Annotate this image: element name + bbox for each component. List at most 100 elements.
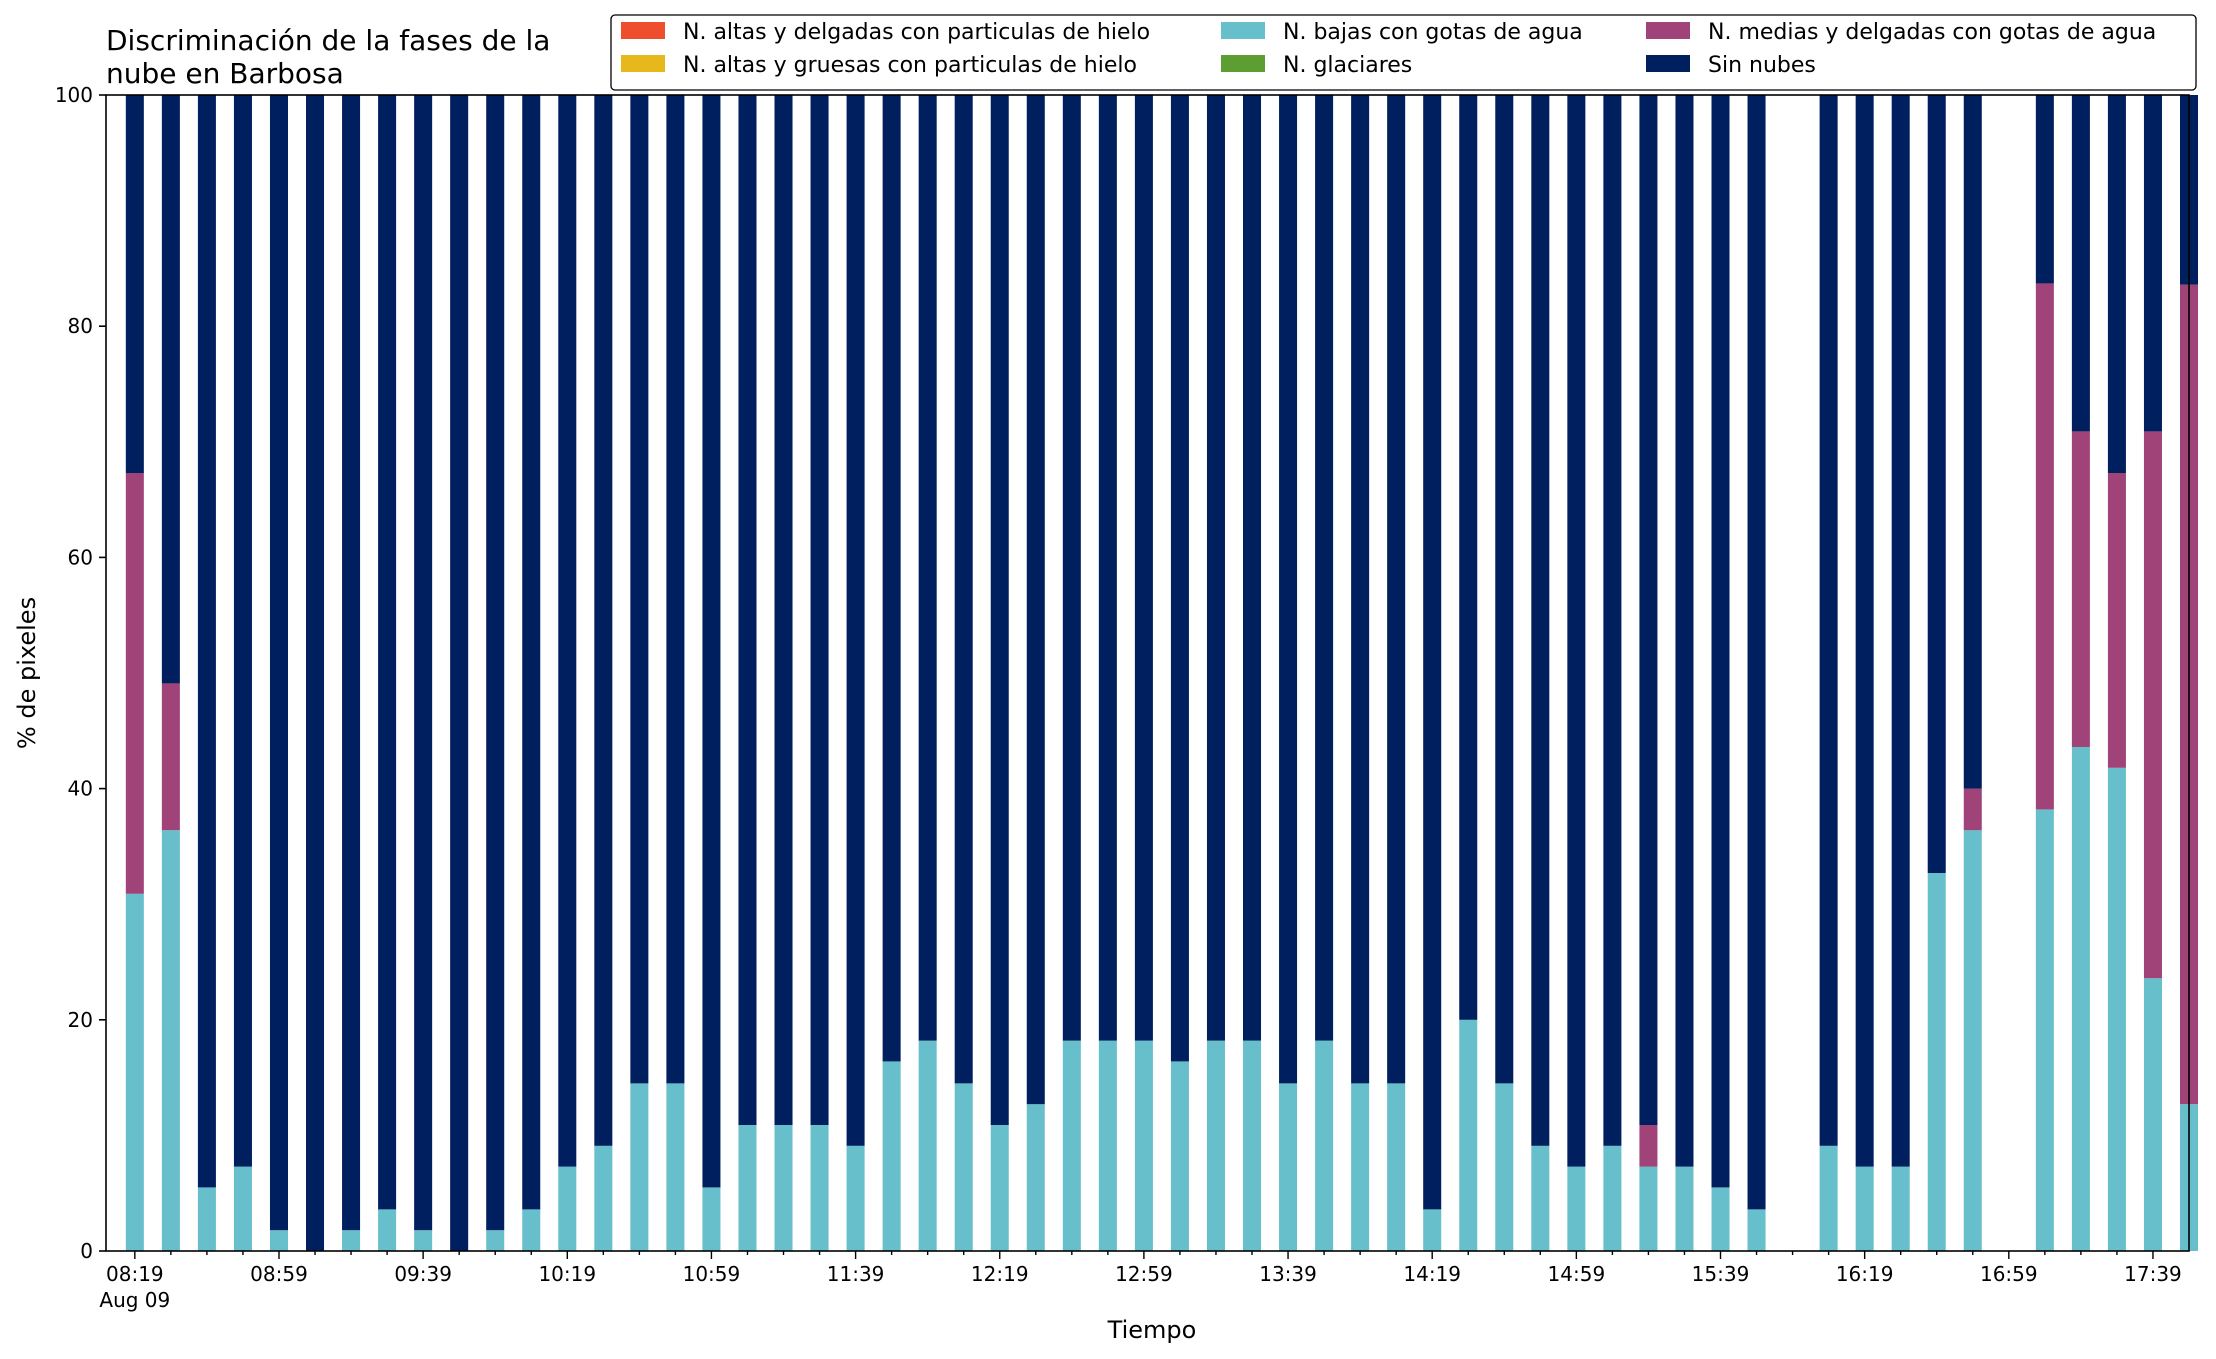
legend-label: N. altas y gruesas con particulas de hie… [683, 53, 1137, 78]
bar-segment [486, 95, 505, 1231]
bar-segment [558, 95, 577, 1167]
bar-segment [810, 1125, 829, 1251]
bar-segment [1243, 95, 1262, 1041]
bar-segment [1495, 95, 1514, 1084]
bar-segment [2071, 95, 2090, 432]
y-tick-label: 80 [68, 314, 93, 338]
bar-segment [1098, 1040, 1117, 1251]
bar-segment [1170, 1061, 1189, 1251]
y-axis: 0 20 40 60 80 100 [55, 83, 106, 1263]
x-tick-label: 08:59 [250, 1262, 308, 1286]
bar-segment [450, 95, 469, 1251]
bar-segment [233, 95, 252, 1167]
bar-segment [594, 1145, 613, 1251]
legend-swatch [621, 55, 665, 72]
bars [125, 95, 2199, 1251]
bar-segment [1206, 95, 1225, 1041]
bar-segment [1170, 95, 1189, 1062]
bar-segment [1459, 95, 1478, 1020]
bar-segment [1819, 1145, 1838, 1251]
bar-segment [2107, 95, 2126, 474]
bar-segment [342, 95, 361, 1231]
bar-segment [990, 95, 1009, 1125]
bar-segment [630, 1083, 649, 1251]
x-axis-label: Tiempo [1107, 1316, 1197, 1344]
bar-segment [1747, 95, 1766, 1210]
bar-segment [1531, 95, 1550, 1146]
legend-swatch [621, 22, 665, 39]
bar-segment [1062, 1040, 1081, 1251]
bar-segment [2107, 473, 2126, 768]
bar-segment [1062, 95, 1081, 1041]
bar-segment [1819, 95, 1838, 1146]
legend-label: N. glaciares [1283, 53, 1412, 78]
bar-segment [774, 1125, 793, 1251]
bar-segment [702, 95, 721, 1188]
bar-segment [1206, 1040, 1225, 1251]
bar-segment [954, 1083, 973, 1251]
bar-segment [1675, 95, 1694, 1167]
bar-segment [882, 95, 901, 1062]
y-tick-label: 100 [55, 83, 93, 107]
bar-segment [738, 95, 757, 1125]
bar-segment [1855, 1166, 1874, 1251]
bar-segment [1279, 1083, 1298, 1251]
x-tick-label: 10:19 [538, 1262, 596, 1286]
chart-title-line-1: Discriminación de la fases de la [106, 24, 550, 57]
bar-segment [1098, 95, 1117, 1041]
x-tick-label: 14:19 [1403, 1262, 1461, 1286]
bar-segment [197, 95, 216, 1188]
x-tick-label: 16:59 [1980, 1262, 2038, 1286]
bar-segment [269, 95, 288, 1231]
bar-segment [954, 95, 973, 1084]
bar-segment [1963, 788, 1982, 831]
legend-label: N. altas y delgadas con particulas de hi… [683, 20, 1150, 45]
y-tick-label: 0 [80, 1239, 93, 1263]
bar-segment [1315, 95, 1334, 1041]
x-tick-label: 12:19 [971, 1262, 1029, 1286]
bar-segment [1891, 95, 1910, 1167]
bar-segment [1459, 1019, 1478, 1251]
bar-segment [2035, 809, 2054, 1251]
bar-segment [2035, 95, 2054, 284]
bar-segment [918, 1040, 937, 1251]
y-axis-label: % de pixeles [13, 597, 41, 749]
x-tick-label: 14:59 [1548, 1262, 1606, 1286]
bar-segment [125, 473, 144, 894]
x-tick-label: 09:39 [394, 1262, 452, 1286]
bar-segment [594, 95, 613, 1146]
bar-segment [2071, 746, 2090, 1251]
bar-segment [882, 1061, 901, 1251]
bar-segment [1026, 95, 1045, 1105]
bar-segment [558, 1166, 577, 1251]
bar-segment [630, 95, 649, 1084]
bar-segment [1026, 1104, 1045, 1251]
y-tick-label: 20 [68, 1008, 93, 1032]
bar-segment [738, 1125, 757, 1251]
y-tick-label: 60 [68, 545, 93, 569]
bar-segment [161, 830, 180, 1251]
bar-segment [2107, 767, 2126, 1251]
bar-segment [990, 1125, 1009, 1251]
bar-segment [2071, 431, 2090, 747]
bar-segment [702, 1187, 721, 1251]
bar-segment [486, 1230, 505, 1251]
bar-segment [846, 1145, 865, 1251]
bar-segment [161, 683, 180, 831]
bar-segment [1243, 1040, 1262, 1251]
bar-segment [1855, 95, 1874, 1167]
bar-segment [125, 893, 144, 1251]
legend-swatch [1221, 22, 1265, 39]
y-tick-label: 40 [68, 777, 93, 801]
bar-segment [1387, 95, 1406, 1084]
bar-segment [774, 95, 793, 1125]
bar-segment [1134, 1040, 1153, 1251]
bar-segment [1963, 95, 1982, 789]
x-tick-label: 15:39 [1692, 1262, 1750, 1286]
bar-segment [378, 1209, 397, 1251]
legend-box [610, 14, 2197, 91]
bar-segment [233, 1166, 252, 1251]
bar-segment [1711, 1187, 1730, 1251]
bar-segment [125, 95, 144, 474]
